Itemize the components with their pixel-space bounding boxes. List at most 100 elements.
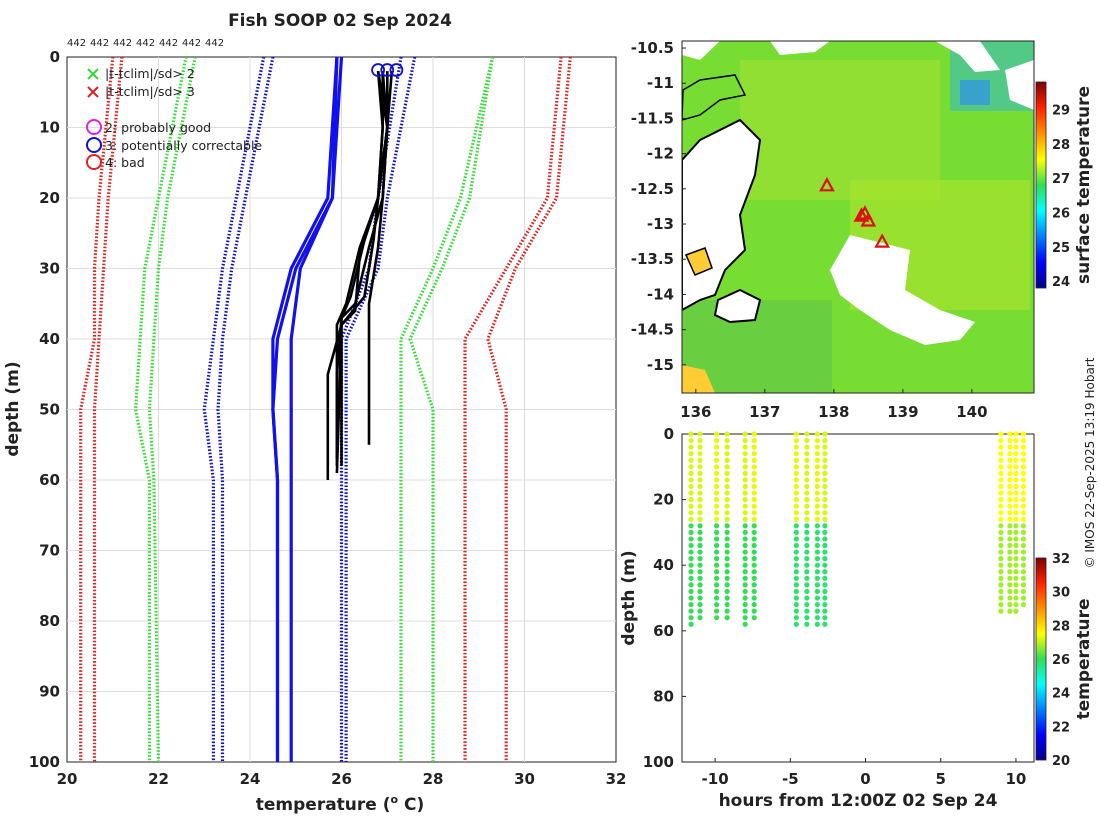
- cast-temperature-point: [1013, 562, 1019, 568]
- cast-temperature-point: [724, 497, 730, 503]
- cast-temperature-point: [1020, 470, 1027, 476]
- legend-entry-sd3: |t-tclim|/sd> 3: [87, 84, 195, 99]
- cast-temperature-point: [688, 431, 694, 437]
- cast-temperature-point: [751, 569, 757, 575]
- cast-temperature-point: [814, 444, 820, 450]
- cast-temperature-point: [1013, 477, 1019, 483]
- cast-temperature-point: [1007, 437, 1013, 444]
- climatology-line: [202, 57, 266, 762]
- cast-temperature-point: [751, 477, 757, 483]
- cast-temperature-point: [713, 451, 720, 457]
- cast-temperature-point: [822, 549, 828, 555]
- cast-temperature-point: [697, 542, 703, 549]
- y-tick-label: 0: [50, 48, 60, 66]
- cast-temperature-point: [751, 608, 757, 614]
- cast-temperature-point: [713, 523, 720, 529]
- cast-temperature-point: [814, 477, 820, 483]
- cast-temperature-point: [793, 510, 799, 516]
- cast-temperature-point: [751, 510, 757, 516]
- cast-temperature-point: [713, 569, 720, 575]
- cast-temperature-point: [742, 457, 748, 463]
- cast-temperature-point: [1013, 444, 1019, 450]
- cast-temperature-point: [804, 601, 810, 608]
- depth-time-x-tick-label: -10: [702, 770, 729, 788]
- cast-temperature-point: [697, 510, 703, 516]
- cast-temperature-point: [804, 588, 810, 595]
- cast-temperature-point: [793, 470, 799, 476]
- profile-flags: [371, 63, 404, 77]
- cast-temperature-point: [724, 444, 730, 450]
- warm-bay: [684, 247, 713, 276]
- cast-temperature-point: [724, 457, 730, 463]
- cast-temperature-point: [697, 575, 703, 581]
- station-triangle-marker: [860, 212, 877, 227]
- profile-ticks: 20 22 24 26 28 30 32 0 10 20 30 40 50 60 70 80 90 100: [29, 48, 627, 788]
- cast-temperature-point: [814, 615, 820, 621]
- cast-temperature-point: [742, 497, 748, 503]
- cast-temperature-point: [742, 582, 748, 588]
- cast-temperature-point: [998, 608, 1004, 614]
- map-frame: [681, 40, 1035, 394]
- cast-temperature-point: [697, 549, 703, 555]
- circle-marker-blue: [86, 137, 102, 153]
- cloud-mask: [935, 41, 1000, 72]
- cast-temperature-point: [742, 464, 748, 470]
- cast-temperature-point: [742, 510, 748, 516]
- cast-temperature-point: [793, 490, 799, 496]
- cast-temperature-point: [688, 601, 694, 608]
- cast-temperature-point: [804, 516, 810, 522]
- cast-temperature-point: [742, 477, 748, 483]
- cast-temperature-point: [713, 470, 720, 476]
- cast-temperature-point: [742, 529, 748, 536]
- cast-temperature-point: [814, 431, 820, 437]
- cast-temperature-point: [814, 529, 820, 536]
- cast-temperature-point: [1020, 542, 1027, 549]
- cast-temperature-point: [998, 497, 1004, 503]
- cast-temperature-point: [1013, 490, 1019, 496]
- cast-temperature-point: [688, 437, 694, 444]
- cast-temperature-point: [724, 470, 730, 476]
- x-marker-green: [87, 68, 99, 80]
- cast-temperature-point: [814, 582, 820, 588]
- cast-temperature-point: [1020, 575, 1027, 581]
- climatology-line: [79, 57, 115, 762]
- cast-temperature-point: [793, 549, 799, 555]
- cast-temperature-point: [1020, 464, 1027, 470]
- cast-temperature-point: [751, 470, 757, 476]
- cast-temperature-point: [822, 470, 828, 476]
- cast-temperature-point: [814, 483, 820, 490]
- cast-temperature-point: [1007, 483, 1013, 490]
- cast-temperature-point: [804, 542, 810, 549]
- map-y-tick-label: -13.5: [631, 250, 674, 268]
- cast-temperature-point: [793, 503, 799, 509]
- legend-entry-flag3: 3: potentially correctable: [86, 137, 262, 153]
- cast-temperature-point: [814, 562, 820, 568]
- cast-temperature-point: [814, 470, 820, 476]
- cast-temperature-point: [814, 549, 820, 555]
- cast-temperature-point: [688, 595, 694, 601]
- map-content: [682, 41, 1034, 393]
- cast-temperature-point: [814, 510, 820, 516]
- cast-temperature-point: [724, 608, 730, 614]
- cast-temperature-point: [713, 562, 720, 568]
- cast-temperature-point: [998, 588, 1004, 595]
- cast-temperature-point: [1007, 582, 1013, 588]
- cast-temperature-point: [742, 575, 748, 581]
- cast-temperature-point: [822, 464, 828, 470]
- cast-temperature-point: [998, 595, 1004, 601]
- cast-temperature-point: [751, 464, 757, 470]
- cast-temperature-point: [724, 431, 730, 437]
- cast-temperature-point: [742, 503, 748, 509]
- cast-temperature-point: [697, 556, 703, 562]
- depth-time-x-tick-label: -5: [782, 770, 799, 788]
- y-tick-label: 90: [39, 683, 60, 701]
- cast-temperature-point: [713, 457, 720, 463]
- cast-temperature-point: [822, 516, 828, 522]
- cast-temperature-point: [688, 588, 694, 595]
- cast-temperature-point: [724, 516, 730, 522]
- cast-temperature-point: [998, 601, 1004, 608]
- cast-temperature-point: [751, 483, 757, 490]
- cast-temperature-point: [998, 569, 1004, 575]
- cast-temperature-point: [751, 444, 757, 450]
